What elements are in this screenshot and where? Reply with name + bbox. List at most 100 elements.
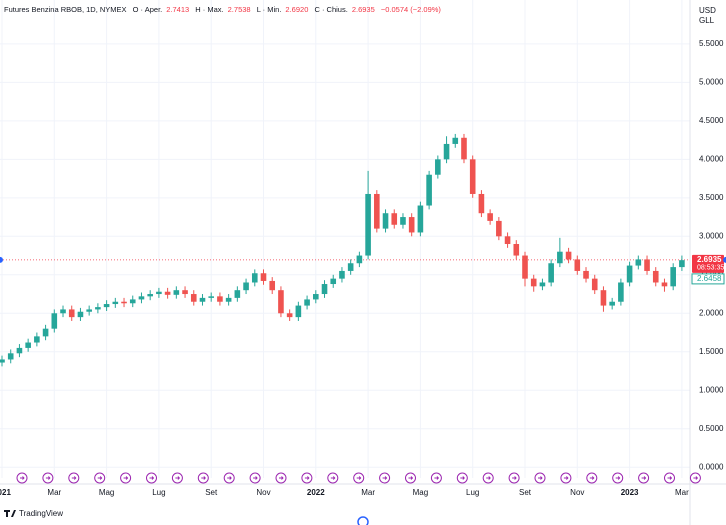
y-tick-label: 3.0000 — [699, 231, 724, 240]
candle-body — [217, 296, 223, 302]
candle-body — [243, 282, 249, 291]
candle-body — [199, 297, 206, 302]
candle-body — [504, 236, 511, 245]
event-icon-arrow — [693, 476, 699, 480]
candle-body — [496, 220, 502, 237]
y-tick-label: 1.0000 — [699, 385, 724, 394]
candle-body — [304, 299, 310, 306]
event-icon-arrow — [486, 476, 491, 480]
brand-icon — [4, 510, 16, 517]
candle-body — [469, 159, 476, 194]
event-icon-arrow — [227, 476, 232, 480]
y-tick-label: 5.0000 — [699, 77, 724, 86]
candle-body — [452, 137, 459, 144]
candle-body — [365, 193, 371, 256]
x-tick-label: Mar — [361, 488, 375, 497]
candle-body — [103, 304, 110, 308]
event-icon-arrow — [356, 476, 362, 480]
candle-body — [600, 290, 607, 306]
candle-body — [34, 336, 40, 343]
candle-body — [330, 278, 337, 285]
candle-body — [539, 282, 546, 287]
candle-body — [251, 273, 258, 283]
event-icon-arrow — [563, 476, 569, 480]
y-tick-label: 5.5000 — [699, 39, 724, 48]
x-tick-label: 2023 — [621, 488, 639, 497]
candle-body — [121, 301, 127, 304]
y-tick-label: 0.5000 — [699, 424, 724, 433]
candle-body — [644, 259, 650, 271]
x-tick-label: Lug — [152, 488, 165, 497]
event-icon-arrow — [615, 476, 621, 480]
low-value: 2.6920 — [285, 5, 309, 14]
high-value: 2.7538 — [227, 5, 251, 14]
candle-body — [260, 273, 267, 281]
brand: TradingView — [19, 509, 63, 518]
candle-body — [269, 280, 276, 291]
edge-marker — [0, 256, 3, 263]
candle-body — [286, 313, 293, 318]
candle-body — [190, 294, 197, 302]
x-tick-label: Set — [519, 488, 532, 497]
low-label: L · Min. — [256, 5, 282, 14]
high-label: H · Max. — [195, 5, 224, 14]
symbol-title: Futures Benzina RBOB, 1D, NYMEX — [4, 5, 127, 14]
candle-body — [635, 259, 642, 266]
event-icon-arrow — [434, 476, 440, 480]
candle-body — [408, 217, 415, 233]
candle-body — [618, 282, 624, 302]
candle-body — [42, 328, 49, 337]
currency: USD — [699, 6, 716, 15]
candle-body — [391, 213, 398, 225]
candle-body — [173, 290, 180, 295]
candle-body — [574, 259, 581, 271]
candle-body — [86, 309, 92, 312]
candle-body — [112, 301, 119, 305]
close-value: 2.6935 — [351, 5, 375, 14]
y-tick-label: 2.0000 — [699, 308, 724, 317]
candle-body — [417, 205, 424, 233]
candle-body — [356, 255, 363, 264]
y-tick-label: 4.0000 — [699, 154, 724, 163]
x-tick-label: Mar — [675, 488, 689, 497]
candle-body — [557, 251, 563, 264]
event-icon-arrow — [71, 476, 77, 480]
candle-body — [138, 296, 145, 300]
candle-body — [670, 267, 676, 287]
event-icon-arrow — [512, 476, 517, 480]
candle-body — [347, 263, 354, 271]
x-tick-label: Mag — [99, 488, 115, 497]
candle-body — [513, 244, 520, 256]
second-price-label: 2.6458 — [697, 274, 722, 283]
candle-body — [68, 309, 75, 318]
candle-body — [208, 296, 214, 298]
candle-body — [295, 305, 302, 318]
candle-body — [129, 299, 136, 304]
candle-body — [321, 284, 328, 295]
open-value: 2.7413 — [166, 5, 190, 14]
x-tick-label: 2022 — [307, 488, 325, 497]
event-icon-arrow — [641, 476, 647, 480]
event-icon-arrow — [253, 476, 258, 480]
event-icon-arrow — [20, 476, 25, 480]
y-tick-label: 3.5000 — [699, 193, 724, 202]
event-icon-arrow — [667, 476, 673, 480]
candle-body — [234, 290, 241, 298]
edge-marker — [723, 256, 726, 263]
candle-body — [609, 301, 615, 306]
x-tick-label: Nov — [570, 488, 584, 497]
candle-body — [164, 291, 171, 295]
event-icon-arrow — [149, 476, 155, 480]
close-label: C · Chius. — [314, 5, 348, 14]
candle-body — [487, 213, 493, 221]
candle-body — [374, 193, 380, 229]
x-tick-label: 2021 — [0, 488, 11, 497]
candle-body — [530, 278, 537, 287]
event-icon-arrow — [589, 476, 595, 480]
event-icon-arrow — [97, 476, 103, 480]
x-tick-label: Mar — [47, 488, 61, 497]
second-price-box — [691, 273, 725, 285]
candle-body — [225, 297, 232, 302]
